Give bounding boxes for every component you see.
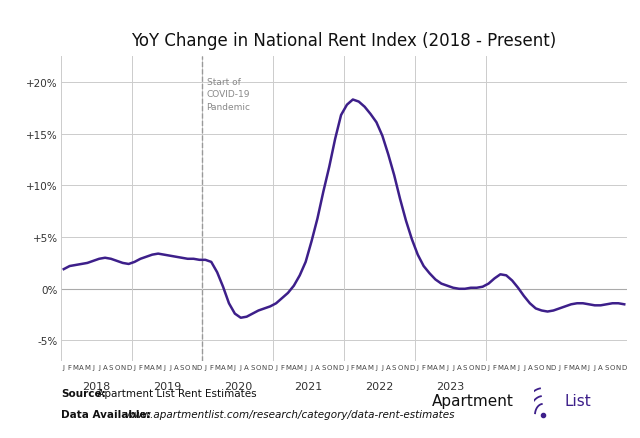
Text: Start of
COVID-19
Pandemic: Start of COVID-19 Pandemic [207, 78, 250, 112]
Text: Apartment List Rent Estimates: Apartment List Rent Estimates [94, 388, 257, 398]
Text: Data Available:: Data Available: [61, 410, 150, 420]
Text: 2022: 2022 [365, 381, 394, 391]
Title: YoY Change in National Rent Index (2018 - Present): YoY Change in National Rent Index (2018 … [131, 32, 557, 50]
Text: List: List [564, 393, 591, 408]
Text: 2018: 2018 [82, 381, 110, 391]
Text: 2023: 2023 [436, 381, 465, 391]
Text: Apartment: Apartment [432, 393, 514, 408]
Text: Source:: Source: [61, 388, 106, 398]
Text: 2021: 2021 [294, 381, 323, 391]
Text: 2019: 2019 [153, 381, 181, 391]
Text: 2020: 2020 [223, 381, 252, 391]
Text: www.apartmentlist.com/research/category/data-rent-estimates: www.apartmentlist.com/research/category/… [122, 410, 454, 420]
